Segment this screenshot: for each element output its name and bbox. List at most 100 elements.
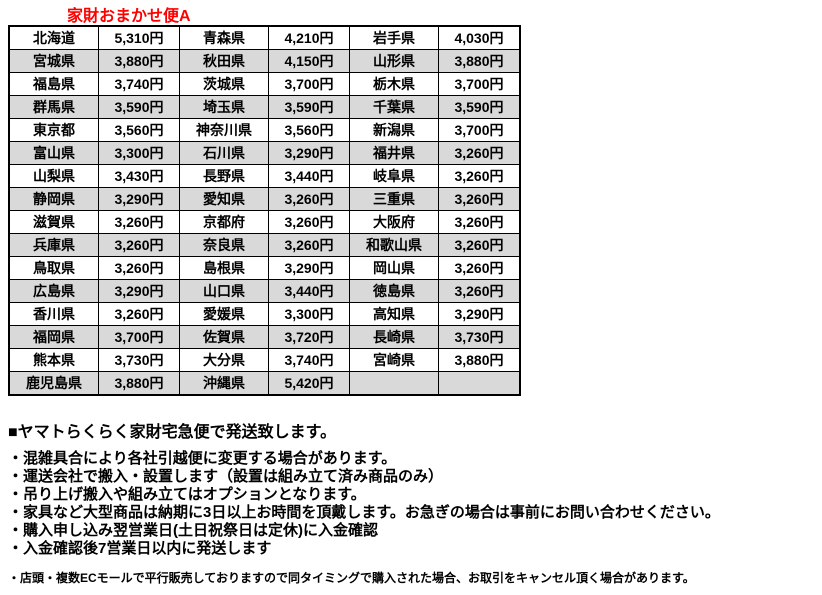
price-cell: 4,030円 [438,25,521,50]
prefecture-cell: 群馬県 [8,95,99,119]
price-cell: 3,300円 [98,141,180,165]
price-cell: 3,730円 [98,348,180,372]
price-cell: 3,260円 [438,141,521,165]
price-cell: 3,260円 [268,210,350,234]
prefecture-cell: 徳島県 [349,279,439,303]
price-cell: 3,590円 [98,95,180,119]
price-cell: 3,700円 [268,72,350,96]
prefecture-cell: 愛知県 [179,187,269,211]
prefecture-cell: 福井県 [349,141,439,165]
table-row: 広島県 3,290円 山口県 3,440円 徳島県 3,260円 [8,279,521,303]
price-cell: 4,210円 [268,25,350,50]
shipping-notes-list: ・混雑具合により各社引越便に変更する場合があります。 ・運送会社で搬入・設置します… [8,450,818,558]
prefecture-cell [349,371,439,396]
table-row: 鹿児島県 3,880円 沖縄県 5,420円 [8,371,521,396]
prefecture-cell: 青森県 [179,25,269,50]
note-bullet: ・購入申し込み翌営業日(土日祝祭日は定休)に入金確認 [8,522,378,539]
prefecture-cell: 宮城県 [8,49,99,73]
table-row: 東京都 3,560円 神奈川県 3,560円 新潟県 3,700円 [8,118,521,142]
price-cell: 3,440円 [268,164,350,188]
price-cell: 3,720円 [268,325,350,349]
prefecture-cell: 岩手県 [349,25,439,50]
prefecture-cell: 長崎県 [349,325,439,349]
price-cell: 3,880円 [438,348,521,372]
price-cell: 3,560円 [268,118,350,142]
prefecture-cell: 福岡県 [8,325,99,349]
prefecture-cell: 福島県 [8,72,99,96]
prefecture-cell: 新潟県 [349,118,439,142]
prefecture-cell: 石川県 [179,141,269,165]
prefecture-cell: 三重県 [349,187,439,211]
prefecture-cell: 秋田県 [179,49,269,73]
table-row: 群馬県 3,590円 埼玉県 3,590円 千葉県 3,590円 [8,95,521,119]
table-row: 山梨県 3,430円 長野県 3,440円 岐阜県 3,260円 [8,164,521,188]
price-cell: 3,260円 [98,302,180,326]
prefecture-cell: 千葉県 [349,95,439,119]
table-row: 富山県 3,300円 石川県 3,290円 福井県 3,260円 [8,141,521,165]
prefecture-cell: 神奈川県 [179,118,269,142]
prefecture-cell: 香川県 [8,302,99,326]
table-row: 滋賀県 3,260円 京都府 3,260円 大阪府 3,260円 [8,210,521,234]
shipping-notes-heading: ■ヤマトらくらく家財宅急便で発送致します。 [8,424,337,441]
table-row: 静岡県 3,290円 愛知県 3,260円 三重県 3,260円 [8,187,521,211]
price-cell: 3,290円 [268,256,350,280]
prefecture-cell: 茨城県 [179,72,269,96]
price-cell: 3,880円 [98,371,180,396]
table-row: 香川県 3,260円 愛媛県 3,300円 高知県 3,290円 [8,302,521,326]
price-cell: 3,730円 [438,325,521,349]
note-bullet: ・家具など大型商品は納期に3日以上お時間を頂戴します。お急ぎの場合は事前にお問い… [8,504,720,521]
price-cell: 3,260円 [438,233,521,257]
table-row: 北海道 5,310円 青森県 4,210円 岩手県 4,030円 [8,25,521,50]
shipping-plan-title: 家財おまかせ便A [67,8,191,25]
table-row: 福島県 3,740円 茨城県 3,700円 栃木県 3,700円 [8,72,521,96]
price-cell: 3,290円 [98,187,180,211]
prefecture-cell: 京都府 [179,210,269,234]
price-cell: 3,700円 [438,118,521,142]
prefecture-cell: 滋賀県 [8,210,99,234]
prefecture-cell: 鹿児島県 [8,371,99,396]
price-cell: 3,260円 [268,187,350,211]
prefecture-cell: 奈良県 [179,233,269,257]
price-cell: 3,590円 [268,95,350,119]
table-row: 兵庫県 3,260円 奈良県 3,260円 和歌山県 3,260円 [8,233,521,257]
prefecture-cell: 和歌山県 [349,233,439,257]
table-row: 鳥取県 3,260円 島根県 3,290円 岡山県 3,260円 [8,256,521,280]
price-cell: 3,290円 [438,302,521,326]
price-cell: 3,290円 [98,279,180,303]
price-cell: 3,260円 [98,256,180,280]
prefecture-cell: 山梨県 [8,164,99,188]
prefecture-cell: 栃木県 [349,72,439,96]
price-cell: 3,880円 [438,49,521,73]
price-cell: 5,420円 [268,371,350,396]
price-cell: 3,260円 [438,210,521,234]
price-cell: 3,560円 [98,118,180,142]
price-cell: 3,260円 [438,256,521,280]
price-cell: 3,260円 [98,233,180,257]
prefecture-cell: 愛媛県 [179,302,269,326]
price-cell: 3,290円 [268,141,350,165]
prefecture-cell: 山形県 [349,49,439,73]
prefecture-cell: 岐阜県 [349,164,439,188]
price-cell: 3,260円 [268,233,350,257]
price-cell: 3,300円 [268,302,350,326]
prefecture-cell: 島根県 [179,256,269,280]
parallel-sale-disclaimer: ・店頭・複数ECモールで平行販売しておりますので同タイミングで購入された場合、お… [8,571,695,585]
prefecture-cell: 長野県 [179,164,269,188]
note-bullet: ・入金確認後7営業日以内に発送します [8,540,272,557]
shipping-notes-section: ■ヤマトらくらく家財宅急便で発送致します。 ・混雑具合により各社引越便に変更する… [8,422,818,586]
price-cell: 3,740円 [268,348,350,372]
prefecture-cell: 大分県 [179,348,269,372]
table-row: 宮城県 3,880円 秋田県 4,150円 山形県 3,880円 [8,49,521,73]
prefecture-cell: 高知県 [349,302,439,326]
prefecture-cell: 佐賀県 [179,325,269,349]
prefecture-cell: 岡山県 [349,256,439,280]
prefecture-cell: 北海道 [8,25,99,50]
prefecture-cell: 宮崎県 [349,348,439,372]
note-bullet: ・混雑具合により各社引越便に変更する場合があります。 [8,450,397,467]
prefecture-cell: 静岡県 [8,187,99,211]
table-row: 熊本県 3,730円 大分県 3,740円 宮崎県 3,880円 [8,348,521,372]
price-cell [438,371,521,396]
price-cell: 3,260円 [438,187,521,211]
price-cell: 3,700円 [98,325,180,349]
